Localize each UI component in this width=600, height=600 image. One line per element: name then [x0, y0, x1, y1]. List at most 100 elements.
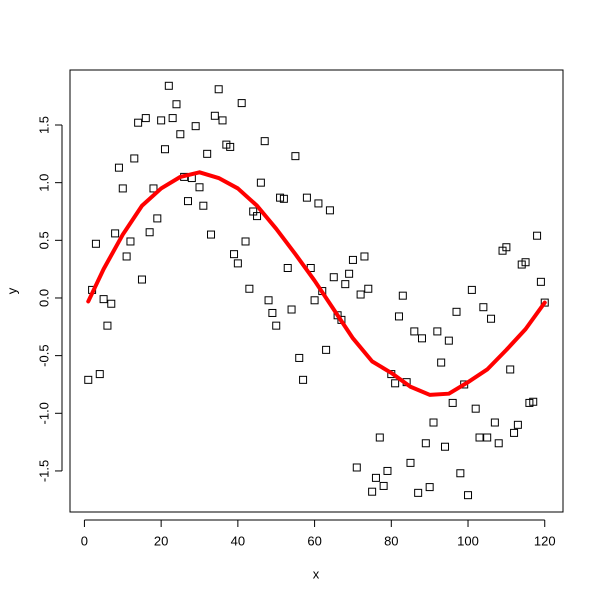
x-tick-label: 120 [534, 533, 556, 548]
point [479, 303, 488, 312]
point [157, 116, 166, 125]
point [383, 466, 392, 475]
point [521, 258, 530, 267]
point [464, 491, 473, 500]
x-tick-label: 60 [307, 533, 321, 548]
point [103, 321, 112, 330]
point [494, 439, 503, 448]
point [368, 487, 377, 496]
point [345, 269, 354, 278]
x-tick-label: 80 [384, 533, 398, 548]
x-axis-label: x [313, 566, 320, 581]
point [329, 273, 338, 282]
point [448, 398, 457, 407]
point [475, 433, 484, 442]
point [218, 116, 227, 125]
point [510, 428, 519, 437]
point [325, 206, 334, 215]
point [467, 285, 476, 294]
point [207, 230, 216, 239]
point [295, 353, 304, 362]
point [533, 231, 542, 240]
point [260, 137, 269, 146]
y-tick-label: -1.5 [36, 460, 51, 482]
point [245, 284, 254, 293]
plot-box [69, 69, 564, 513]
point [145, 228, 154, 237]
point [279, 194, 288, 203]
smooth-line [86, 170, 547, 397]
point [172, 100, 181, 109]
point [299, 375, 308, 384]
point [226, 142, 235, 151]
y-tick-label: -1.0 [36, 402, 51, 424]
point [417, 334, 426, 343]
point [122, 252, 131, 261]
x-tick-label: 40 [231, 533, 245, 548]
point [137, 275, 146, 284]
point [391, 379, 400, 388]
point [164, 81, 173, 90]
point [183, 197, 192, 206]
point [444, 336, 453, 345]
point [310, 296, 319, 305]
point [126, 237, 135, 246]
point [322, 345, 331, 354]
point [91, 239, 100, 248]
point [414, 488, 423, 497]
point [141, 114, 150, 123]
point [471, 404, 480, 413]
point [264, 296, 273, 305]
point [114, 163, 123, 172]
y-tick-label: 1.0 [36, 174, 51, 192]
point [410, 327, 419, 336]
point [130, 154, 139, 163]
point [536, 277, 545, 286]
point [95, 370, 104, 379]
point [441, 442, 450, 451]
y-tick-label: 0.5 [36, 231, 51, 249]
point [210, 111, 219, 120]
point [506, 365, 515, 374]
point [483, 433, 492, 442]
point [84, 375, 93, 384]
y-tick-label: 1.5 [36, 116, 51, 134]
point [371, 473, 380, 482]
point [99, 295, 108, 304]
point [529, 397, 538, 406]
point [203, 149, 212, 158]
point [176, 130, 185, 139]
point [160, 145, 169, 154]
point [429, 418, 438, 427]
point [199, 201, 208, 210]
point [513, 420, 522, 429]
point [302, 193, 311, 202]
point [111, 229, 120, 238]
point [153, 214, 162, 223]
x-tick-label: 20 [154, 533, 168, 548]
point [191, 122, 200, 131]
point [118, 184, 127, 193]
point [214, 85, 223, 94]
y-tick-label: -0.5 [36, 344, 51, 366]
point [134, 118, 143, 127]
y-axis-label: y [4, 287, 19, 294]
point [291, 152, 300, 161]
point [433, 327, 442, 336]
point [490, 418, 499, 427]
x-tick-label: 0 [81, 533, 88, 548]
point [398, 291, 407, 300]
point [230, 250, 239, 259]
point [360, 252, 369, 261]
point [487, 314, 496, 323]
point [348, 255, 357, 264]
point [253, 212, 262, 221]
point [456, 469, 465, 478]
point [356, 290, 365, 299]
point [379, 481, 388, 490]
point [149, 184, 158, 193]
point [341, 280, 350, 289]
point [364, 284, 373, 293]
point [256, 178, 265, 187]
point [375, 433, 384, 442]
